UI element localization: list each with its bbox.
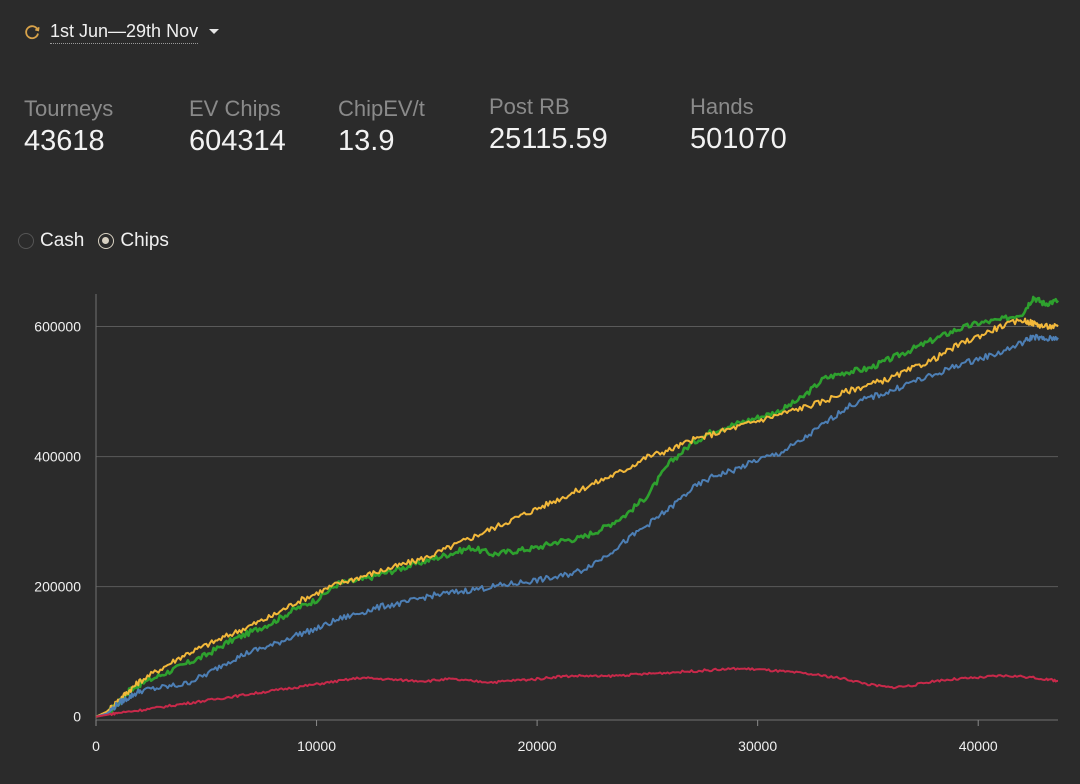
- series-line: [95, 333, 1059, 718]
- stat-value: 13.9: [338, 125, 395, 157]
- stat-ev-chips: EV Chips 604314: [189, 96, 286, 158]
- series-line: [95, 317, 1059, 718]
- y-tick-label: 0: [73, 709, 81, 725]
- chevron-down-icon[interactable]: [208, 28, 220, 36]
- stat-label: Hands: [690, 94, 754, 119]
- stat-label: ChipEV/t: [338, 96, 425, 121]
- x-tick-label: 0: [92, 738, 100, 754]
- stat-value: 501070: [690, 123, 787, 155]
- series-line: [95, 295, 1060, 718]
- series-line: [95, 666, 1059, 718]
- y-tick-label: 400000: [34, 449, 81, 465]
- y-tick-label: 200000: [34, 579, 81, 595]
- radio-chips[interactable]: Chips: [98, 230, 169, 252]
- radio-cash-indicator[interactable]: [18, 233, 34, 249]
- stat-tourneys: Tourneys 43618: [24, 96, 113, 158]
- date-range-label[interactable]: 1st Jun—29th Nov: [50, 21, 199, 44]
- stat-value: 43618: [24, 125, 105, 157]
- stat-label: Post RB: [489, 94, 570, 119]
- radio-chips-label[interactable]: Chips: [120, 230, 169, 251]
- stat-hands: Hands 501070: [690, 94, 787, 156]
- x-tick-label: 30000: [738, 738, 777, 754]
- y-tick-label: 600000: [34, 319, 81, 335]
- date-range-selector[interactable]: 1st Jun—29th Nov: [22, 20, 220, 44]
- stat-post-rb: Post RB 25115.59: [489, 94, 608, 156]
- stat-label: Tourneys: [24, 96, 114, 121]
- stat-value: 25115.59: [489, 123, 608, 155]
- radio-cash-label[interactable]: Cash: [40, 230, 85, 251]
- stat-value: 604314: [189, 125, 286, 157]
- refresh-icon[interactable]: [22, 22, 42, 42]
- x-tick-label: 20000: [518, 738, 557, 754]
- radio-cash[interactable]: Cash: [18, 230, 84, 252]
- radio-chips-indicator[interactable]: [98, 233, 115, 249]
- mode-toggle: Cash Chips: [18, 230, 183, 252]
- x-tick-label: 40000: [959, 738, 998, 754]
- stat-label: EV Chips: [189, 96, 281, 121]
- stat-chipev-t: ChipEV/t 13.9: [338, 96, 425, 158]
- results-chart: 0 200000 400000 600000 0 10000 20000 30000 40000: [34, 294, 1060, 754]
- x-tick-label: 10000: [297, 738, 336, 754]
